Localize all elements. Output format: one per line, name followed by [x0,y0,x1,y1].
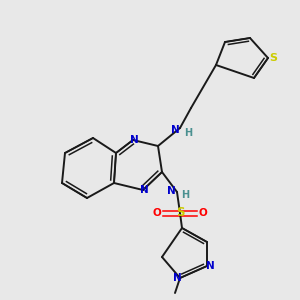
Text: N: N [140,185,148,195]
Text: S: S [269,53,277,63]
Text: N: N [171,125,179,135]
Text: N: N [130,135,138,145]
Text: H: H [181,190,189,200]
Text: S: S [176,206,184,220]
Text: O: O [153,208,161,218]
Text: H: H [184,128,192,138]
Text: N: N [167,186,176,196]
Text: O: O [199,208,207,218]
Text: N: N [206,261,214,271]
Text: N: N [172,273,182,283]
